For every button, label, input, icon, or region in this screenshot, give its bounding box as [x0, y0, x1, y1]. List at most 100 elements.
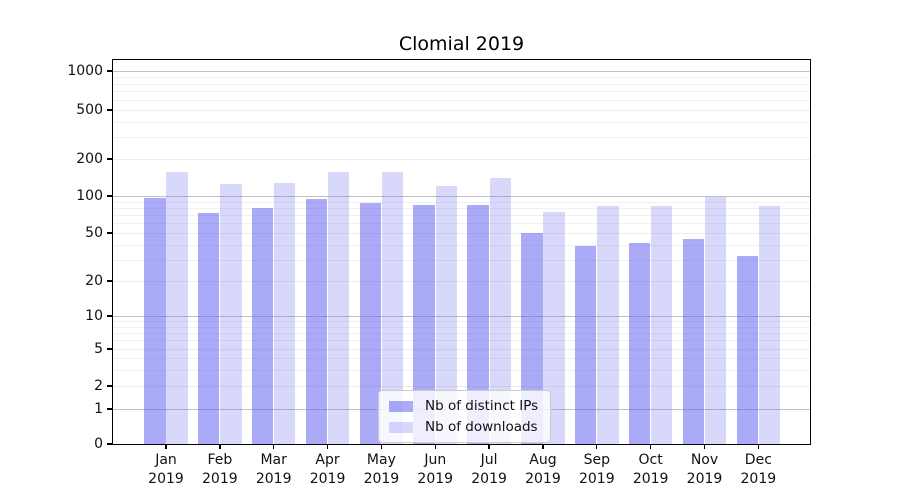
gridline-minor [113, 91, 810, 93]
y-tick-label: 1000 [67, 63, 103, 79]
y-tick-label: 1 [94, 401, 103, 417]
gridline-minor [113, 321, 810, 323]
bar-downloads-aug [543, 212, 565, 444]
x-tick-month: Sep [583, 452, 610, 468]
bar-downloads-dec [758, 205, 781, 444]
gridline-major [113, 316, 810, 317]
x-tick-month: May [366, 452, 396, 468]
gridline-minor [113, 223, 810, 225]
x-tick-label: Aug 2019 [510, 451, 576, 488]
x-tick-label: Apr 2019 [295, 451, 361, 488]
bar-downloads-nov [704, 196, 727, 444]
x-tick-year: 2019 [740, 470, 777, 487]
x-tick-year: 2019 [578, 470, 615, 487]
x-tick-label: Feb 2019 [187, 451, 253, 488]
x-tick-month: Jun [424, 452, 447, 468]
bar-downloads-oct [651, 205, 673, 444]
x-tick-month: Aug [529, 452, 557, 468]
gridline-sub [113, 349, 810, 350]
bar-downloads-jan [166, 172, 188, 444]
y-tick-label: 100 [76, 188, 103, 204]
legend-label-distinct-ips: Nb of distinct IPs [425, 398, 539, 414]
x-tick-mark [434, 444, 436, 449]
bar-distinct-ips-jul [467, 204, 489, 444]
gridline-sub [113, 281, 810, 282]
y-tick-label: 20 [85, 273, 103, 289]
bar-distinct-ips-mar [251, 207, 274, 444]
y-tick-mark [107, 385, 112, 387]
y-tick-label: 50 [85, 225, 103, 241]
x-tick-mark [380, 444, 383, 449]
gridline-sub [113, 233, 810, 234]
bar-distinct-ips-nov [682, 238, 705, 444]
y-tick-mark [107, 158, 112, 160]
x-tick-label: Dec 2019 [725, 451, 791, 488]
gridline-sub [113, 110, 810, 111]
gridline-minor [113, 121, 810, 123]
x-tick-mark [757, 444, 760, 449]
legend-swatch-distinct-ips-icon [389, 400, 413, 412]
bar-downloads-feb [220, 184, 242, 444]
x-tick-month: Nov [690, 452, 719, 468]
x-tick-label: Jul 2019 [456, 451, 522, 488]
gridline-sub [113, 159, 810, 160]
y-tick-mark [107, 232, 112, 234]
gridline-major [113, 71, 810, 72]
bar-distinct-ips-feb [198, 212, 220, 444]
y-tick-mark [107, 443, 112, 445]
bar-distinct-ips-may [359, 203, 381, 444]
x-tick-mark [596, 444, 598, 449]
bar-distinct-ips-jan [144, 198, 166, 444]
x-tick-month: Apr [315, 452, 340, 468]
y-tick-mark [107, 280, 112, 282]
bar-distinct-ips-dec [736, 256, 758, 444]
gridline-minor [113, 340, 810, 342]
x-tick-mark [273, 444, 275, 449]
x-tick-year: 2019 [525, 470, 561, 487]
y-tick-mark [107, 408, 112, 410]
bar-distinct-ips-sep [575, 246, 597, 444]
y-tick-label: 5 [94, 341, 103, 357]
y-tick-mark [107, 70, 112, 72]
x-tick-month: Oct [638, 452, 663, 468]
chart-title: Clomial 2019 [398, 33, 525, 55]
bar-distinct-ips-oct [628, 243, 651, 444]
gridline-minor [113, 332, 810, 334]
x-tick-label: Sep 2019 [564, 451, 630, 488]
x-tick-month: Jul [480, 452, 498, 468]
y-tick-mark [107, 195, 112, 197]
gridline-major [113, 196, 810, 197]
x-tick-label: Jan 2019 [133, 451, 199, 488]
gridline-minor [113, 99, 810, 101]
gridline-minor [113, 326, 810, 328]
x-tick-mark [165, 444, 167, 449]
gridline-minor [113, 369, 810, 371]
legend-entry-downloads: Nb of downloads [389, 419, 538, 435]
x-tick-mark [703, 444, 706, 449]
bar-downloads-jul [489, 178, 511, 444]
legend-entry-distinct-ips: Nb of distinct IPs [389, 398, 538, 414]
x-tick-year: 2019 [255, 470, 292, 487]
x-tick-year: 2019 [417, 470, 454, 487]
bar-downloads-apr [327, 171, 350, 444]
x-tick-label: Jun 2019 [402, 451, 468, 488]
y-tick-label: 10 [85, 308, 103, 324]
x-tick-mark [542, 444, 544, 449]
bar-downloads-jun [435, 185, 458, 444]
gridline-minor [113, 83, 810, 85]
y-tick-label: 2 [94, 378, 103, 394]
legend-label-downloads: Nb of downloads [425, 419, 538, 435]
gridline-minor [113, 201, 810, 203]
gridline-minor [113, 358, 810, 359]
x-tick-mark [326, 444, 329, 449]
x-tick-mark [488, 444, 490, 449]
x-tick-year: 2019 [471, 470, 507, 487]
bar-distinct-ips-apr [305, 198, 328, 444]
gridline-minor [113, 137, 810, 139]
x-tick-year: 2019 [686, 470, 723, 487]
x-tick-year: 2019 [309, 470, 346, 487]
y-tick-label: 200 [76, 151, 103, 167]
y-tick-mark [107, 109, 112, 111]
x-tick-year: 2019 [363, 470, 400, 487]
